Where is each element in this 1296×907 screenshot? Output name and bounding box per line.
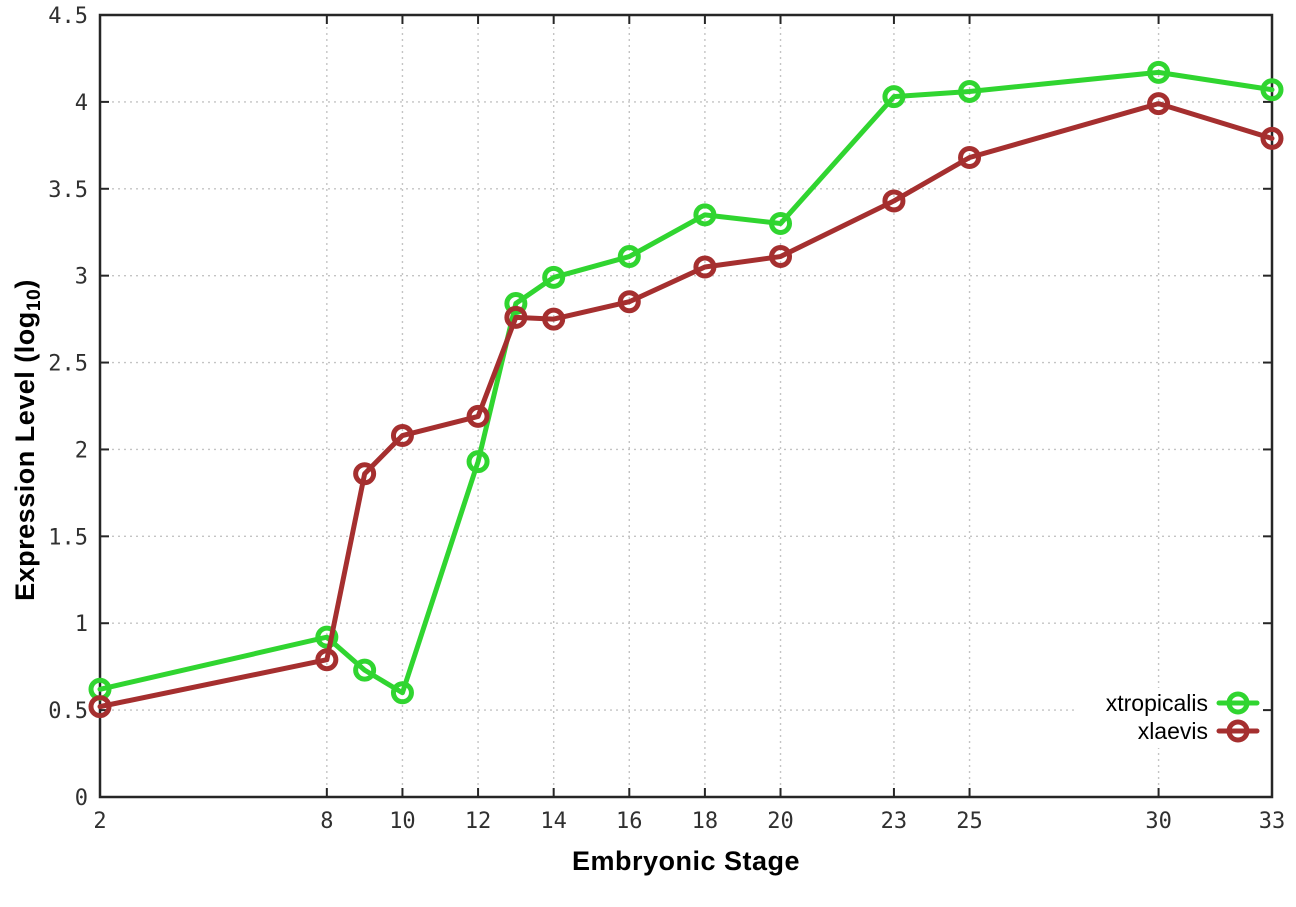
y-tick-label: 1 — [75, 612, 88, 637]
y-tick-label: 0.5 — [48, 699, 88, 724]
series-xtropicalis-marker — [1147, 60, 1171, 84]
x-tick-label: 14 — [540, 809, 567, 834]
series-xlaevis-marker — [1260, 126, 1284, 150]
x-tick-label: 12 — [465, 809, 492, 834]
x-axis-title: Embryonic Stage — [571, 846, 801, 876]
series-xtropicalis-marker — [1260, 78, 1284, 102]
x-tick-label: 18 — [692, 809, 719, 834]
series-xlaevis-marker — [504, 305, 528, 329]
x-tick-label: 8 — [320, 809, 333, 834]
series-xlaevis-marker — [882, 189, 906, 213]
x-tick-label: 33 — [1259, 809, 1286, 834]
y-tick-label: 2.5 — [48, 352, 88, 377]
series-xtropicalis-marker — [769, 212, 793, 236]
legend-sample-marker-xtropicalis — [1226, 691, 1250, 715]
y-tick-label: 1.5 — [48, 525, 88, 550]
x-tick-label: 10 — [389, 809, 416, 834]
plot-border — [98, 13, 1274, 799]
series-xtropicalis-marker — [542, 265, 566, 289]
series-xtropicalis-marker — [882, 85, 906, 109]
x-tick-label: 25 — [956, 809, 983, 834]
legend-label-xlaevis: xlaevis — [1138, 718, 1208, 744]
y-tick-label: 3.5 — [48, 178, 88, 203]
series-xlaevis-marker — [693, 255, 717, 279]
series-xlaevis-marker — [958, 145, 982, 169]
series-xlaevis-marker — [466, 404, 490, 428]
series-xtropicalis-marker — [466, 450, 490, 474]
series-xlaevis-marker — [353, 462, 377, 486]
y-axis-title-subscript: 10 — [23, 288, 46, 312]
y-tick-label: 0 — [75, 786, 88, 811]
series-xtropicalis-line — [97, 69, 1275, 696]
y-tick-label: 2 — [75, 438, 88, 463]
y-axis-title-close: ) — [9, 279, 40, 289]
series-xtropicalis-marker — [353, 658, 377, 682]
series-xtropicalis-marker — [693, 203, 717, 227]
legend-sample-marker-xlaevis — [1226, 719, 1250, 743]
series-xlaevis-marker — [390, 424, 414, 448]
y-tick-label: 4.5 — [48, 4, 88, 29]
series-xlaevis-marker — [769, 245, 793, 269]
series-xtropicalis-marker — [617, 245, 641, 269]
series-xtropicalis-marker — [390, 681, 414, 705]
y-tick-label: 3 — [75, 265, 88, 290]
series-xtropicalis-marker — [504, 291, 528, 315]
series-xlaevis-marker — [88, 695, 112, 719]
series-xlaevis-marker — [315, 648, 339, 672]
series-xlaevis-line — [97, 101, 1275, 710]
series-xtropicalis-marker — [315, 625, 339, 649]
series-xtropicalis-marker — [958, 79, 982, 103]
x-tick-label: 16 — [616, 809, 643, 834]
x-tick-label: 23 — [881, 809, 908, 834]
legend-label-xtropicalis: xtropicalis — [1106, 690, 1208, 716]
x-tick-label: 2 — [93, 809, 106, 834]
y-tick-label: 4 — [75, 91, 88, 116]
series-xlaevis-marker — [617, 290, 641, 314]
y-axis-title-text: Expression Level (log — [9, 311, 40, 601]
series-xlaevis-marker — [542, 307, 566, 331]
series-xlaevis-marker — [1147, 92, 1171, 116]
y-axis-title: Expression Level (log10) — [10, 279, 46, 601]
x-tick-label: 30 — [1145, 809, 1172, 834]
x-tick-label: 20 — [767, 809, 794, 834]
